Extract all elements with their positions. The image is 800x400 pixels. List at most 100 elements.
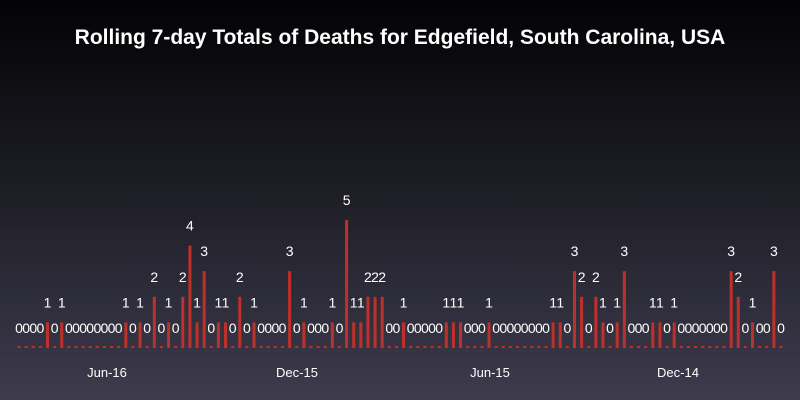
bar xyxy=(594,296,598,348)
bar-zero xyxy=(437,346,441,348)
bar xyxy=(195,322,199,348)
data-label: 1 xyxy=(599,294,607,310)
data-label: 0 xyxy=(393,320,401,336)
data-label: 0 xyxy=(15,320,23,336)
data-label: 0 xyxy=(86,320,94,336)
bar xyxy=(451,322,455,348)
bar xyxy=(359,322,363,348)
bar xyxy=(167,322,171,348)
data-label: 1 xyxy=(350,294,358,310)
data-label: 1 xyxy=(556,294,564,310)
bar-zero xyxy=(480,346,484,348)
data-label: 0 xyxy=(321,320,329,336)
bar xyxy=(380,296,384,348)
bar xyxy=(751,322,755,348)
bar xyxy=(60,322,64,348)
bar xyxy=(580,296,584,348)
data-label: 0 xyxy=(207,320,215,336)
data-label: 0 xyxy=(421,320,429,336)
bar-zero xyxy=(679,346,683,348)
data-label: 0 xyxy=(314,320,322,336)
bar-zero xyxy=(95,346,99,348)
data-label: 0 xyxy=(79,320,87,336)
data-label: 3 xyxy=(200,243,208,259)
data-label: 0 xyxy=(563,320,571,336)
bar-zero xyxy=(501,346,505,348)
bar-zero xyxy=(587,346,591,348)
data-label: 2 xyxy=(371,269,379,285)
data-label: 0 xyxy=(428,320,436,336)
bar-zero xyxy=(743,346,747,348)
bar xyxy=(622,271,626,348)
bar xyxy=(188,245,192,348)
x-tick-label: Jun-15 xyxy=(470,365,510,380)
bar xyxy=(124,322,128,348)
data-label: 0 xyxy=(628,320,636,336)
data-label: 1 xyxy=(749,294,757,310)
data-label: 0 xyxy=(435,320,443,336)
data-label: 0 xyxy=(499,320,507,336)
data-label: 1 xyxy=(549,294,557,310)
data-label: 2 xyxy=(734,269,742,285)
bar-zero xyxy=(508,346,512,348)
bar-zero xyxy=(466,346,470,348)
data-label: 2 xyxy=(378,269,386,285)
bar-zero xyxy=(565,346,569,348)
data-label: 3 xyxy=(620,243,628,259)
data-label: 3 xyxy=(286,243,294,259)
bar-zero xyxy=(765,346,769,348)
data-label: 0 xyxy=(293,320,301,336)
data-label: 0 xyxy=(108,320,116,336)
data-label: 1 xyxy=(485,294,493,310)
bar xyxy=(216,322,220,348)
data-label: 0 xyxy=(720,320,728,336)
bar xyxy=(772,271,776,348)
data-label: 0 xyxy=(264,320,272,336)
data-label: 0 xyxy=(663,320,671,336)
bar xyxy=(402,322,406,348)
data-label: 0 xyxy=(699,320,707,336)
data-label: 1 xyxy=(400,294,408,310)
data-label: 4 xyxy=(186,218,194,234)
bar-zero xyxy=(686,346,690,348)
x-tick-label: Dec-14 xyxy=(657,365,699,380)
bar xyxy=(729,271,733,348)
bar xyxy=(252,322,256,348)
data-label: 0 xyxy=(741,320,749,336)
bar xyxy=(444,322,448,348)
bar xyxy=(658,322,662,348)
bar-zero xyxy=(145,346,149,348)
data-label: 1 xyxy=(165,294,173,310)
data-label: 1 xyxy=(300,294,308,310)
data-label: 2 xyxy=(179,269,187,285)
data-label: 0 xyxy=(65,320,73,336)
bar-zero xyxy=(715,346,719,348)
bar-zero xyxy=(117,346,121,348)
bar xyxy=(615,322,619,348)
data-label: 1 xyxy=(442,294,450,310)
bar-zero xyxy=(159,346,163,348)
bar xyxy=(302,322,306,348)
bar xyxy=(558,322,562,348)
data-label: 0 xyxy=(506,320,514,336)
data-label: 1 xyxy=(44,294,52,310)
data-label: 1 xyxy=(649,294,657,310)
data-label: 0 xyxy=(29,320,37,336)
data-label: 2 xyxy=(150,269,158,285)
data-label: 0 xyxy=(93,320,101,336)
bar-zero xyxy=(530,346,534,348)
data-label: 0 xyxy=(464,320,472,336)
x-tick-label: Jun-16 xyxy=(87,365,127,380)
x-axis-ticks: Jun-16 Dec-15 Jun-15 Dec-14 xyxy=(87,365,699,380)
bar-zero xyxy=(281,346,284,348)
bar xyxy=(366,296,370,348)
data-label: 0 xyxy=(143,320,151,336)
bar-zero xyxy=(416,346,420,348)
bar-zero xyxy=(387,346,391,348)
bar-zero xyxy=(644,346,648,348)
bar-zero xyxy=(273,346,277,348)
data-label: 0 xyxy=(677,320,685,336)
bar xyxy=(152,296,156,348)
data-label: 0 xyxy=(385,320,393,336)
bar xyxy=(288,271,292,348)
